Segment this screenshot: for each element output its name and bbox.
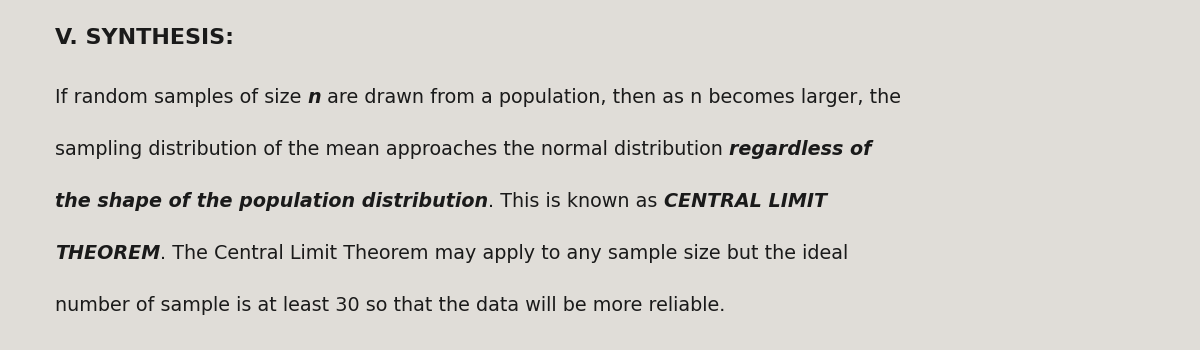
Text: sampling distribution of the mean approaches the normal distribution: sampling distribution of the mean approa… <box>55 140 730 159</box>
Text: V. SYNTHESIS:: V. SYNTHESIS: <box>55 28 234 48</box>
Text: the shape of the population distribution: the shape of the population distribution <box>55 192 488 211</box>
Text: . This is known as: . This is known as <box>488 192 664 211</box>
Text: THEOREM: THEOREM <box>55 244 161 263</box>
Text: . The Central Limit Theorem may apply to any sample size but the ideal: . The Central Limit Theorem may apply to… <box>161 244 848 263</box>
Text: CENTRAL LIMIT: CENTRAL LIMIT <box>664 192 827 211</box>
Text: number of sample is at least 30 so that the data will be more reliable.: number of sample is at least 30 so that … <box>55 296 725 315</box>
Text: regardless of: regardless of <box>730 140 871 159</box>
Text: are drawn from a population, then as n becomes larger, the: are drawn from a population, then as n b… <box>322 88 901 107</box>
Text: If random samples of size: If random samples of size <box>55 88 307 107</box>
Text: n: n <box>307 88 322 107</box>
